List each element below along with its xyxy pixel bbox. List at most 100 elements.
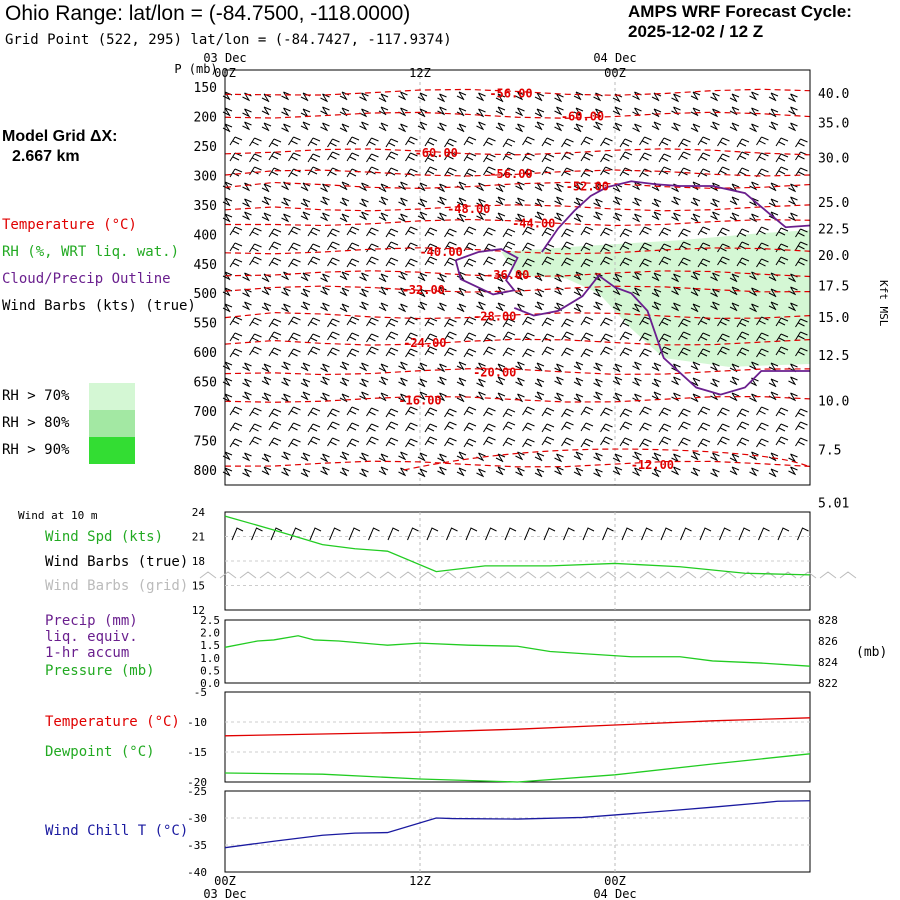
pressure-tick-400: 400 bbox=[194, 228, 217, 243]
page-title: Ohio Range: lat/lon = (-84.7500, -118.00… bbox=[5, 2, 411, 25]
wind-barb-row-1 bbox=[222, 106, 798, 118]
isotherm-label-10: -28.00 bbox=[473, 310, 516, 324]
isotherm-label-14: -12.00 bbox=[631, 458, 674, 472]
isotherm-line-9 bbox=[224, 285, 811, 293]
wind-barb-row-2 bbox=[222, 121, 798, 133]
wind10m-title: Wind at 10 m bbox=[18, 509, 98, 522]
legend-dewpoint: Dewpoint (°C) bbox=[45, 744, 155, 760]
model-grid-label: Model Grid ΔX: bbox=[2, 128, 118, 145]
legend-wind-barbs-true: Wind Barbs (true) bbox=[45, 554, 189, 570]
wind-barb-row-22 bbox=[229, 421, 808, 433]
isotherm-label-8: -36.00 bbox=[486, 268, 529, 282]
wind-barb-row-8 bbox=[222, 211, 798, 223]
height-tick-7: 15.0 bbox=[818, 311, 849, 326]
pressure-tick-750: 750 bbox=[194, 435, 217, 450]
height-tick-1: 35.0 bbox=[818, 116, 849, 131]
height-tick-3: 25.0 bbox=[818, 196, 849, 211]
rh90-swatch bbox=[89, 437, 135, 464]
legend-precip: Precip (mm) bbox=[45, 613, 138, 629]
isotherm-label-12: -20.00 bbox=[473, 366, 516, 380]
isotherm-label-11: -24.00 bbox=[403, 336, 446, 350]
isotherm-line-5 bbox=[224, 204, 811, 212]
isotherm-line-12 bbox=[224, 368, 811, 376]
bottom-date-0: 03 Dec bbox=[203, 887, 246, 900]
pressure-tick-0: 828 bbox=[818, 614, 838, 627]
wind-speed-tick-4: 12 bbox=[192, 604, 205, 617]
height-tick-10: 7.5 bbox=[818, 443, 841, 458]
isotherm-line-1 bbox=[224, 111, 811, 119]
bottom-hour-0: 00Z bbox=[214, 874, 236, 888]
forecast-cycle-label: AMPS WRF Forecast Cycle: bbox=[628, 2, 852, 21]
precip-tick-0: 2.5 bbox=[200, 614, 220, 627]
cloud-outline-1 bbox=[454, 248, 519, 296]
isotherm-line-4 bbox=[224, 181, 811, 189]
wind-barb-row-20 bbox=[222, 391, 798, 403]
cloud-outline-3 bbox=[541, 180, 811, 253]
pressure-tick-150: 150 bbox=[194, 81, 217, 96]
legend-wind-barbs: Wind Barbs (kts) (true) bbox=[2, 298, 196, 314]
pressure-tick-450: 450 bbox=[194, 258, 217, 273]
isotherm-label-9: -32.00 bbox=[402, 283, 445, 297]
cross-section-frame bbox=[224, 69, 811, 486]
pressure-tick-350: 350 bbox=[194, 199, 217, 214]
chill-panel-frame bbox=[224, 790, 811, 873]
pressure-tick-2: 824 bbox=[818, 656, 838, 669]
wind-barb-row-0 bbox=[222, 91, 798, 103]
pressure-tick-600: 600 bbox=[194, 346, 217, 361]
legend-temperature: Temperature (°C) bbox=[2, 217, 137, 233]
isotherm-label-0: -56.00 bbox=[489, 86, 532, 100]
wind-barb-row-13 bbox=[222, 286, 798, 298]
chill-tick-0: -25 bbox=[187, 785, 207, 798]
isotherm-line-6 bbox=[224, 218, 811, 227]
legend-wind-barbs-grid: Wind Barbs (grid) bbox=[45, 578, 189, 594]
height-tick-5: 20.0 bbox=[818, 249, 849, 264]
chill-tick-3: -40 bbox=[187, 866, 207, 879]
wind-barbs-true-row bbox=[231, 527, 809, 541]
temp-tick-2: -15 bbox=[187, 746, 207, 759]
wind-speed-line bbox=[224, 515, 811, 576]
wind-barb-row-24 bbox=[222, 451, 798, 463]
pressure-tick-700: 700 bbox=[194, 405, 217, 420]
bottom-hour-2: 00Z bbox=[604, 874, 626, 888]
pressure-tick-3: 822 bbox=[818, 677, 838, 690]
wind-speed-tick-2: 18 bbox=[192, 555, 205, 568]
precip-tick-3: 1.0 bbox=[200, 652, 220, 665]
pressure-tick-1: 826 bbox=[818, 635, 838, 648]
isotherm-line-10 bbox=[224, 312, 811, 320]
isotherm-label-13: -16.00 bbox=[398, 393, 441, 407]
pressure-axis-label: (mb) bbox=[856, 645, 887, 660]
rh70-swatch bbox=[89, 383, 135, 410]
isotherm-line-13 bbox=[224, 395, 811, 403]
grid-point-subtitle: Grid Point (522, 295) lat/lon = (-84.742… bbox=[5, 32, 452, 48]
isotherm-line-7 bbox=[224, 247, 811, 255]
wind-speed-tick-0: 24 bbox=[192, 506, 206, 519]
pressure-tick-650: 650 bbox=[194, 376, 217, 391]
wind-barb-row-23 bbox=[229, 436, 808, 448]
isotherm-line-bottom bbox=[403, 448, 811, 471]
legend-rh90: RH > 90% bbox=[2, 442, 70, 458]
height-tick-6: 17.5 bbox=[818, 280, 849, 295]
top-hour-0: 00Z bbox=[214, 66, 236, 80]
wind-barb-row-17 bbox=[229, 346, 808, 358]
temp-tick-0: -5 bbox=[194, 686, 207, 699]
legend-wind-speed: Wind Spd (kts) bbox=[45, 529, 164, 545]
wind-speed-tick-3: 15 bbox=[192, 580, 205, 593]
model-grid-value: 2.667 km bbox=[12, 148, 80, 165]
wind-barb-row-21 bbox=[229, 406, 808, 418]
height-tick-2: 30.0 bbox=[818, 152, 849, 167]
bottom-date-2: 04 Dec bbox=[593, 887, 636, 900]
isotherm-line-8 bbox=[224, 270, 811, 278]
bottom-hour-1: 12Z bbox=[409, 874, 431, 888]
wind-barb-row-3 bbox=[229, 136, 808, 148]
precip-tick-5: 0.0 bbox=[200, 677, 220, 690]
cloud-outline-2 bbox=[513, 274, 810, 396]
wind-speed-tick-1: 21 bbox=[192, 531, 205, 544]
isotherm-label-3: -56.00 bbox=[489, 167, 532, 181]
wind-barb-row-9 bbox=[229, 226, 808, 238]
height-tick-8: 12.5 bbox=[818, 349, 849, 364]
isotherm-label-5: -48.00 bbox=[447, 202, 490, 216]
dewpoint-line bbox=[224, 753, 811, 783]
wind-barb-row-18 bbox=[222, 361, 798, 373]
wind-barb-row-7 bbox=[222, 196, 798, 208]
pressure-tick-250: 250 bbox=[194, 140, 217, 155]
